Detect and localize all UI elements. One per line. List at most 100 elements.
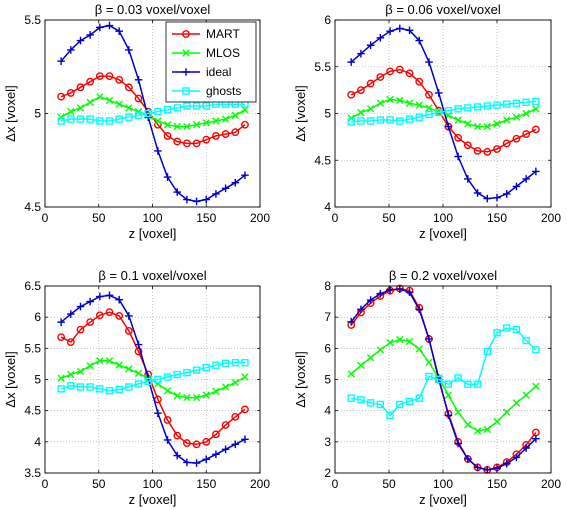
data-point-ideal [434, 89, 443, 97]
x-tick-label: 100 [142, 211, 162, 225]
data-point-mart [173, 137, 182, 146]
data-point-mart [395, 65, 404, 74]
data-point-mlos [483, 122, 491, 131]
data-point-mlos [522, 109, 530, 118]
x-tick-label: 50 [92, 211, 106, 225]
series-line-ghosts [60, 361, 245, 392]
x-axis-label: z [voxel] [419, 226, 467, 241]
x-tick-label: 0 [332, 477, 339, 491]
data-point-ghosts [192, 366, 201, 374]
data-point-ghosts [134, 111, 143, 120]
data-point-ghosts [434, 375, 443, 384]
data-point-ideal [221, 445, 230, 454]
y-tick-label: 5 [324, 107, 331, 121]
data-point-mlos [454, 408, 462, 416]
data-point-ghosts [347, 394, 355, 402]
data-point-mart [173, 431, 182, 440]
data-point-ghosts [86, 383, 94, 391]
data-point-ghosts [212, 361, 220, 369]
data-point-ideal [115, 27, 123, 36]
data-point-mart [231, 412, 240, 421]
data-point-ideal [366, 41, 375, 50]
data-point-ghosts [405, 115, 414, 123]
data-point-ideal [231, 178, 240, 187]
chart-title: β = 0.2 voxel/voxel [389, 268, 497, 283]
data-point-ideal [221, 184, 230, 193]
data-point-mlos [212, 387, 220, 396]
y-axis-label: Δx [voxel] [293, 85, 308, 141]
data-point-mlos [192, 393, 201, 402]
data-point-ideal [415, 305, 424, 314]
data-point-ghosts [512, 325, 521, 334]
data-point-mlos [154, 117, 162, 125]
data-point-ghosts [366, 117, 375, 125]
data-point-mart [192, 440, 201, 449]
data-point-mlos [67, 107, 75, 116]
y-tick-label: 5.5 [24, 13, 41, 27]
data-point-mart [124, 326, 133, 335]
data-point-ghosts [376, 116, 385, 124]
data-point-ghosts [415, 113, 423, 121]
data-point-ideal [134, 76, 143, 84]
data-point-ideal [415, 36, 424, 45]
x-tick-label: 50 [92, 477, 106, 491]
x-axis-label: z [voxel] [129, 226, 177, 241]
data-point-mart [192, 139, 201, 148]
legend-marker-mart [182, 30, 190, 38]
data-point-mlos [396, 96, 404, 105]
data-point-mart [134, 94, 143, 103]
y-tick-label: 6 [324, 341, 331, 355]
data-point-ideal [532, 434, 540, 443]
data-point-mart [57, 92, 66, 101]
data-point-mlos [183, 122, 191, 131]
data-point-ghosts [96, 385, 104, 393]
data-point-ghosts [386, 116, 394, 124]
series-line-mart [60, 311, 246, 446]
data-point-ghosts [473, 103, 482, 111]
chart-title: β = 0.1 voxel/voxel [98, 268, 206, 283]
x-tick-label: 0 [332, 211, 339, 225]
data-point-mlos [493, 120, 501, 128]
chart-1: 0 50 100 150 200 4.5 5 5.5 β = 0.03 voxel/voxel z… [3, 2, 270, 241]
y-tick-label: 5.5 [314, 60, 331, 74]
data-point-mart [86, 318, 95, 327]
data-point-ghosts [163, 106, 172, 114]
data-point-ghosts [376, 400, 385, 409]
data-point-ideal [241, 435, 249, 444]
data-point-mlos [163, 387, 172, 395]
data-point-ghosts [357, 396, 365, 404]
data-point-ideal [464, 455, 472, 463]
data-point-ghosts [57, 385, 65, 393]
data-point-mart [386, 67, 394, 76]
data-point-mart [376, 73, 385, 81]
data-point-ideal [57, 57, 65, 65]
chart-title: β = 0.03 voxel/voxel [95, 2, 211, 17]
data-point-ghosts [396, 400, 404, 409]
data-point-ideal [154, 147, 162, 155]
data-point-ghosts [231, 358, 239, 367]
data-point-ideal [454, 152, 462, 161]
data-point-ghosts [105, 117, 114, 125]
data-point-mlos [405, 337, 414, 346]
data-point-mlos [396, 335, 404, 344]
data-point-ghosts [221, 359, 230, 367]
y-tick-label: 5 [324, 373, 331, 387]
data-point-ghosts [366, 399, 375, 407]
data-point-mart [66, 89, 75, 97]
data-point-mlos [115, 100, 123, 108]
data-point-mlos [376, 99, 385, 107]
data-point-mart [522, 130, 531, 138]
data-point-mlos [454, 116, 462, 124]
data-point-mlos [125, 104, 133, 112]
data-point-mart [182, 439, 191, 447]
data-point-ghosts [154, 375, 162, 384]
data-point-mlos [96, 92, 104, 101]
y-tick-label: 8 [324, 279, 331, 293]
data-point-ideal [483, 466, 492, 474]
y-tick-label: 4.5 [24, 200, 41, 214]
data-point-mlos [134, 107, 143, 116]
y-axis-label: Δx [voxel] [3, 351, 18, 407]
data-point-ghosts [483, 102, 491, 110]
legend-box [165, 21, 257, 103]
data-point-ideal [357, 49, 365, 58]
